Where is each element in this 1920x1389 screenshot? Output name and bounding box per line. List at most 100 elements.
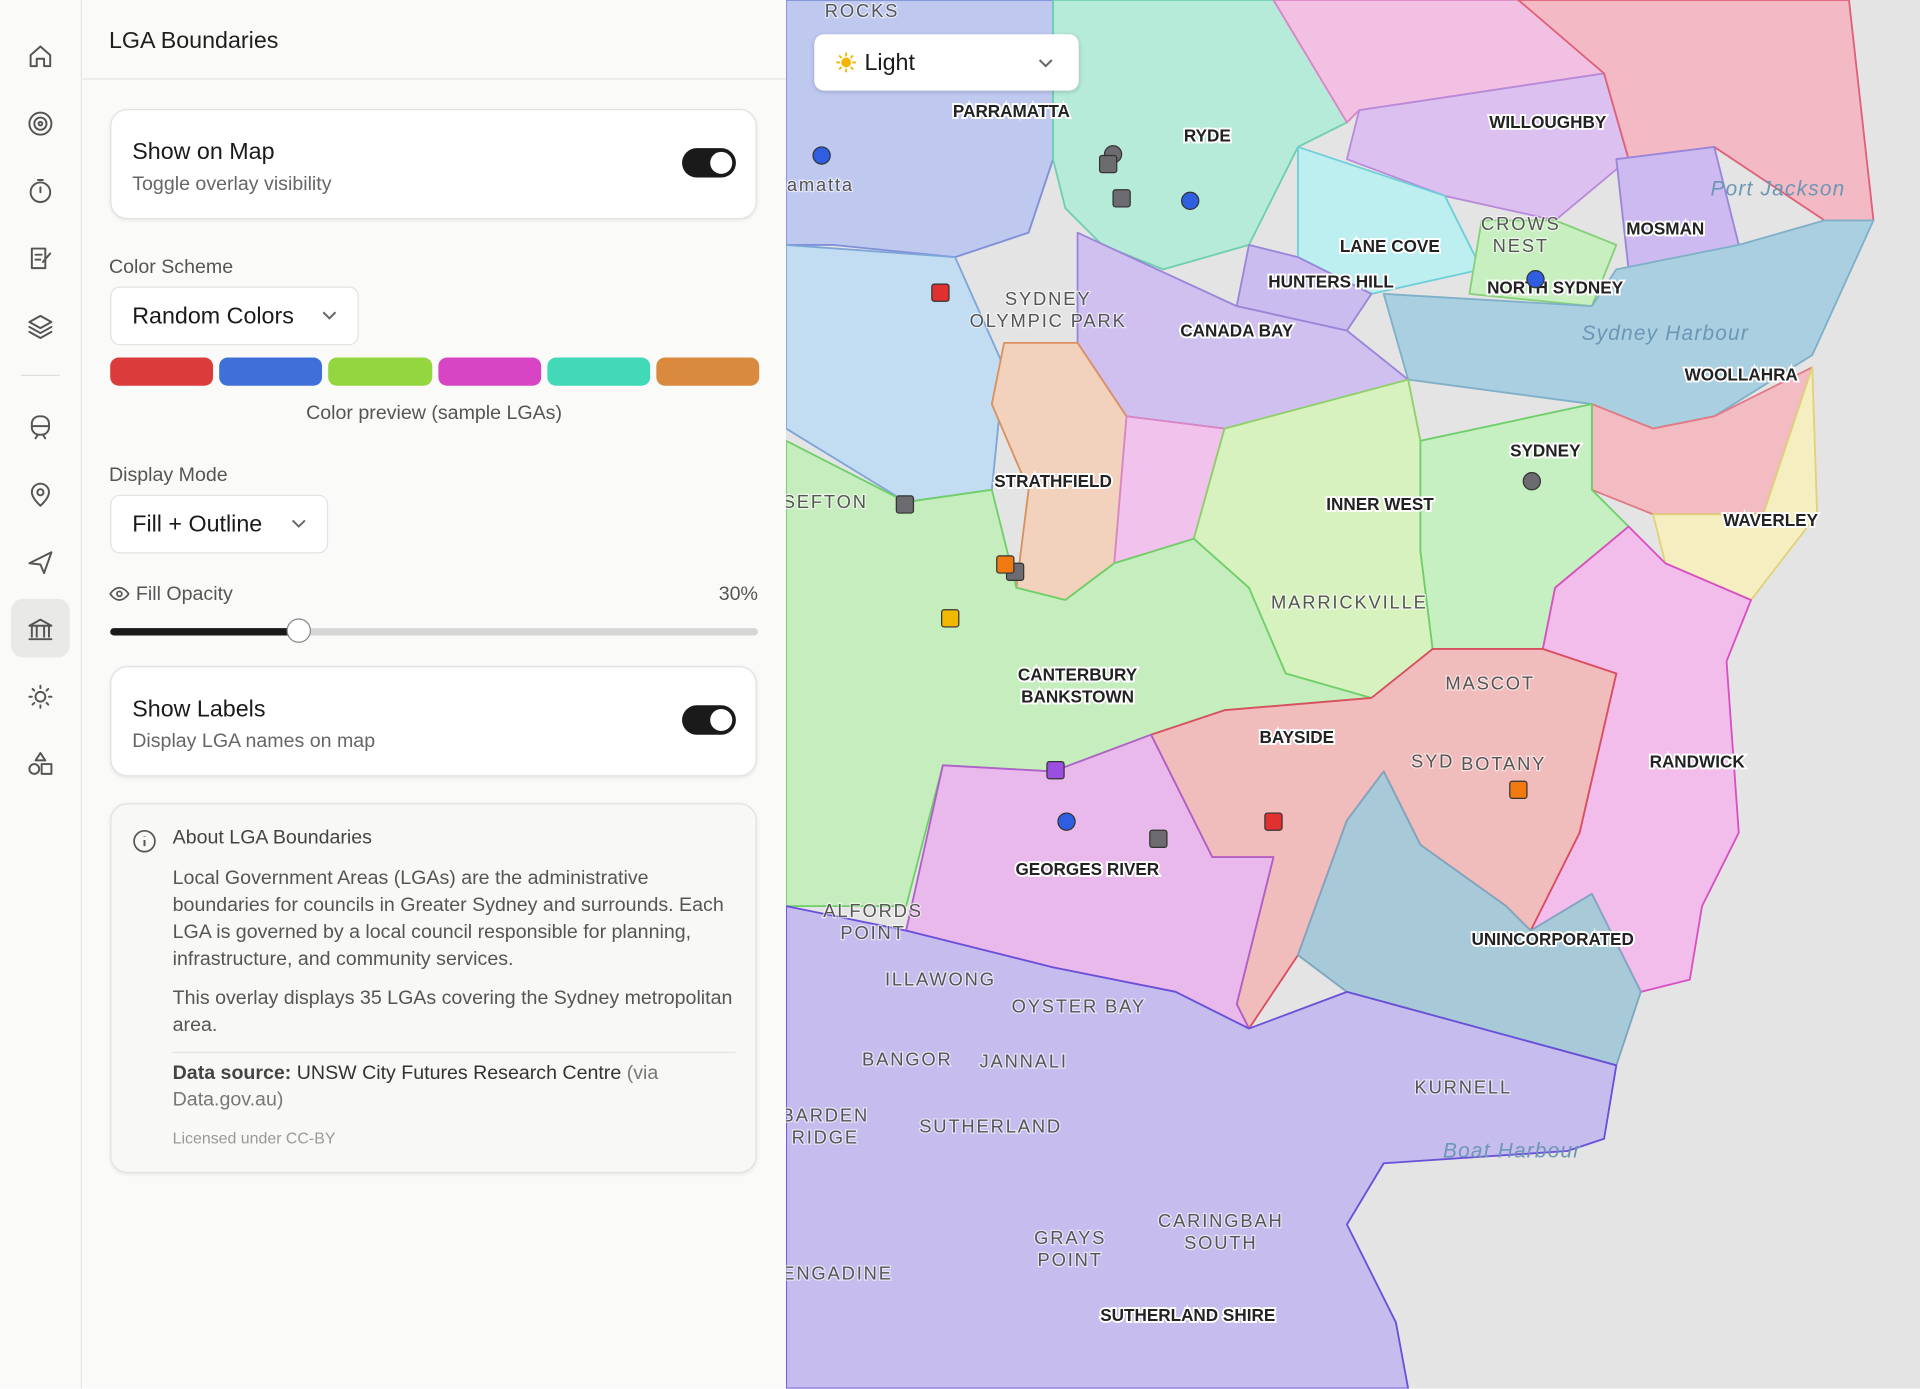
info-icon [133,829,156,853]
toggle[interactable] [682,148,736,178]
about-paragraph: This overlay displays 35 LGAs covering t… [172,988,733,1036]
place-label: SYDNEY [1005,288,1092,309]
place-label: SEFTON [786,491,868,512]
lga-label: BANKSTOWN [1021,686,1134,706]
nav-pin[interactable] [26,480,55,509]
place-label: JANNALI [979,1051,1067,1072]
lga-region[interactable] [1468,219,1618,308]
color-swatch [656,357,760,386]
place-label: SUTHERLAND [919,1116,1062,1137]
data-source: Data source: UNSW City Futures Research … [173,1060,736,1114]
place-label: CARINGBAH [1158,1210,1284,1231]
place-label: GRAYS [1034,1227,1106,1248]
nav-lga[interactable] [26,615,55,644]
license: Licensed under CC-BY [172,1128,336,1148]
theme-select[interactable]: Light [814,34,1079,91]
color-scheme-select[interactable]: Random Colors [110,286,359,346]
place-label: ROCKS [825,0,899,21]
water-label: Port Jackson [1711,177,1846,200]
place-label: BARDEN [786,1105,869,1126]
nav-divider [20,374,61,376]
lga-region[interactable] [1517,0,1875,222]
field-label: Display Mode [108,465,228,487]
nav-layers[interactable] [26,311,55,340]
map-marker [941,609,960,628]
nav-light[interactable] [26,682,55,711]
slider-track[interactable] [110,628,758,636]
lga-region[interactable] [786,905,1618,1389]
place-label: BANGOR [862,1048,953,1069]
map-marker [1509,780,1528,799]
nav-shapes[interactable] [26,749,55,778]
map-marker [931,283,950,302]
nav-notes[interactable] [26,244,55,273]
nav-timer[interactable] [26,176,55,205]
lga-label: PARRAMATTA [953,101,1070,121]
lga-label: RANDWICK [1650,751,1746,771]
sun-icon [836,52,856,73]
map-marker [812,146,831,165]
nav-home[interactable] [26,42,55,71]
lga-label: MOSMAN [1626,219,1704,239]
place-label: POINT [1038,1249,1103,1270]
divider [172,1051,736,1054]
map-marker [1522,472,1542,491]
theme-value: Light [864,50,915,76]
map-marker [1526,270,1545,289]
toggle[interactable] [682,705,736,735]
panel-header: LGA Boundaries [82,0,787,80]
nav-target[interactable] [26,109,55,138]
place-label: KURNELL [1414,1076,1512,1097]
field-label: Fill Opacity [135,584,233,605]
lga-label: WILLOUGHBY [1489,112,1607,132]
lga-label: GEORGES RIVER [1015,859,1159,879]
nav-flight[interactable] [26,547,55,576]
map-marker [1112,189,1131,208]
field-label: Color Scheme [108,257,234,278]
lga-label: LANE COVE [1340,236,1440,256]
lga-region[interactable] [786,439,1373,908]
color-swatch [546,357,651,386]
place-label: OYSTER BAY [1012,996,1146,1017]
lga-label: WAVERLEY [1723,510,1818,530]
source-via: (via Data.gov.au) [172,1062,659,1111]
panel-title: LGA Boundaries [108,28,279,54]
place-label: POINT [840,922,905,943]
map-marker [1098,154,1118,174]
about-title: About LGA Boundaries [172,827,372,849]
place-label: MASCOT [1445,672,1535,693]
select-value: Fill + Outline [132,511,263,538]
lga-label: BAYSIDE [1259,727,1334,747]
lga-label: CANADA BAY [1180,320,1293,340]
slider-thumb[interactable] [286,618,312,643]
place-label: MARRICKVILLE [1271,592,1428,613]
card-title: Show Labels [132,696,266,723]
card-subtitle: Display LGA names on map [132,731,376,752]
place-label: ENGADINE [786,1263,893,1284]
lga-label: CANTERBURY [1018,664,1138,684]
slider-fill [110,628,302,636]
lga-region[interactable] [1297,146,1483,295]
chevron [1038,59,1053,68]
nav-transit[interactable] [26,413,55,442]
place-label: SOUTH [1184,1232,1257,1253]
about-paragraph: Local Government Areas (LGAs) are the ad… [172,868,724,970]
place-label: SYD [1411,751,1454,772]
color-swatch [110,357,214,386]
lga-label: INNER WEST [1326,494,1434,514]
show-on-map-card: Show on Map Toggle overlay visibility [110,108,757,220]
lga-label: HUNTERS HILL [1268,271,1394,291]
card-title: Show on Map [132,139,275,166]
place-label: BOTANY [1461,753,1546,774]
map-marker [996,555,1015,574]
display-mode-select[interactable]: Fill + Outline [110,494,329,554]
map[interactable]: ROCKS amatta SYDNEY OLYMPIC PARK CROWS NEST SE… [786,0,1920,1389]
place-label: ILLAWONG [885,969,996,990]
place-label: NEST [1493,235,1549,256]
color-swatch [219,357,323,386]
card-subtitle: Toggle overlay visibility [132,173,332,195]
color-preview [110,357,760,386]
lga-region[interactable] [1235,243,1373,332]
source-name[interactable]: UNSW City Futures Research Centre [296,1062,622,1084]
